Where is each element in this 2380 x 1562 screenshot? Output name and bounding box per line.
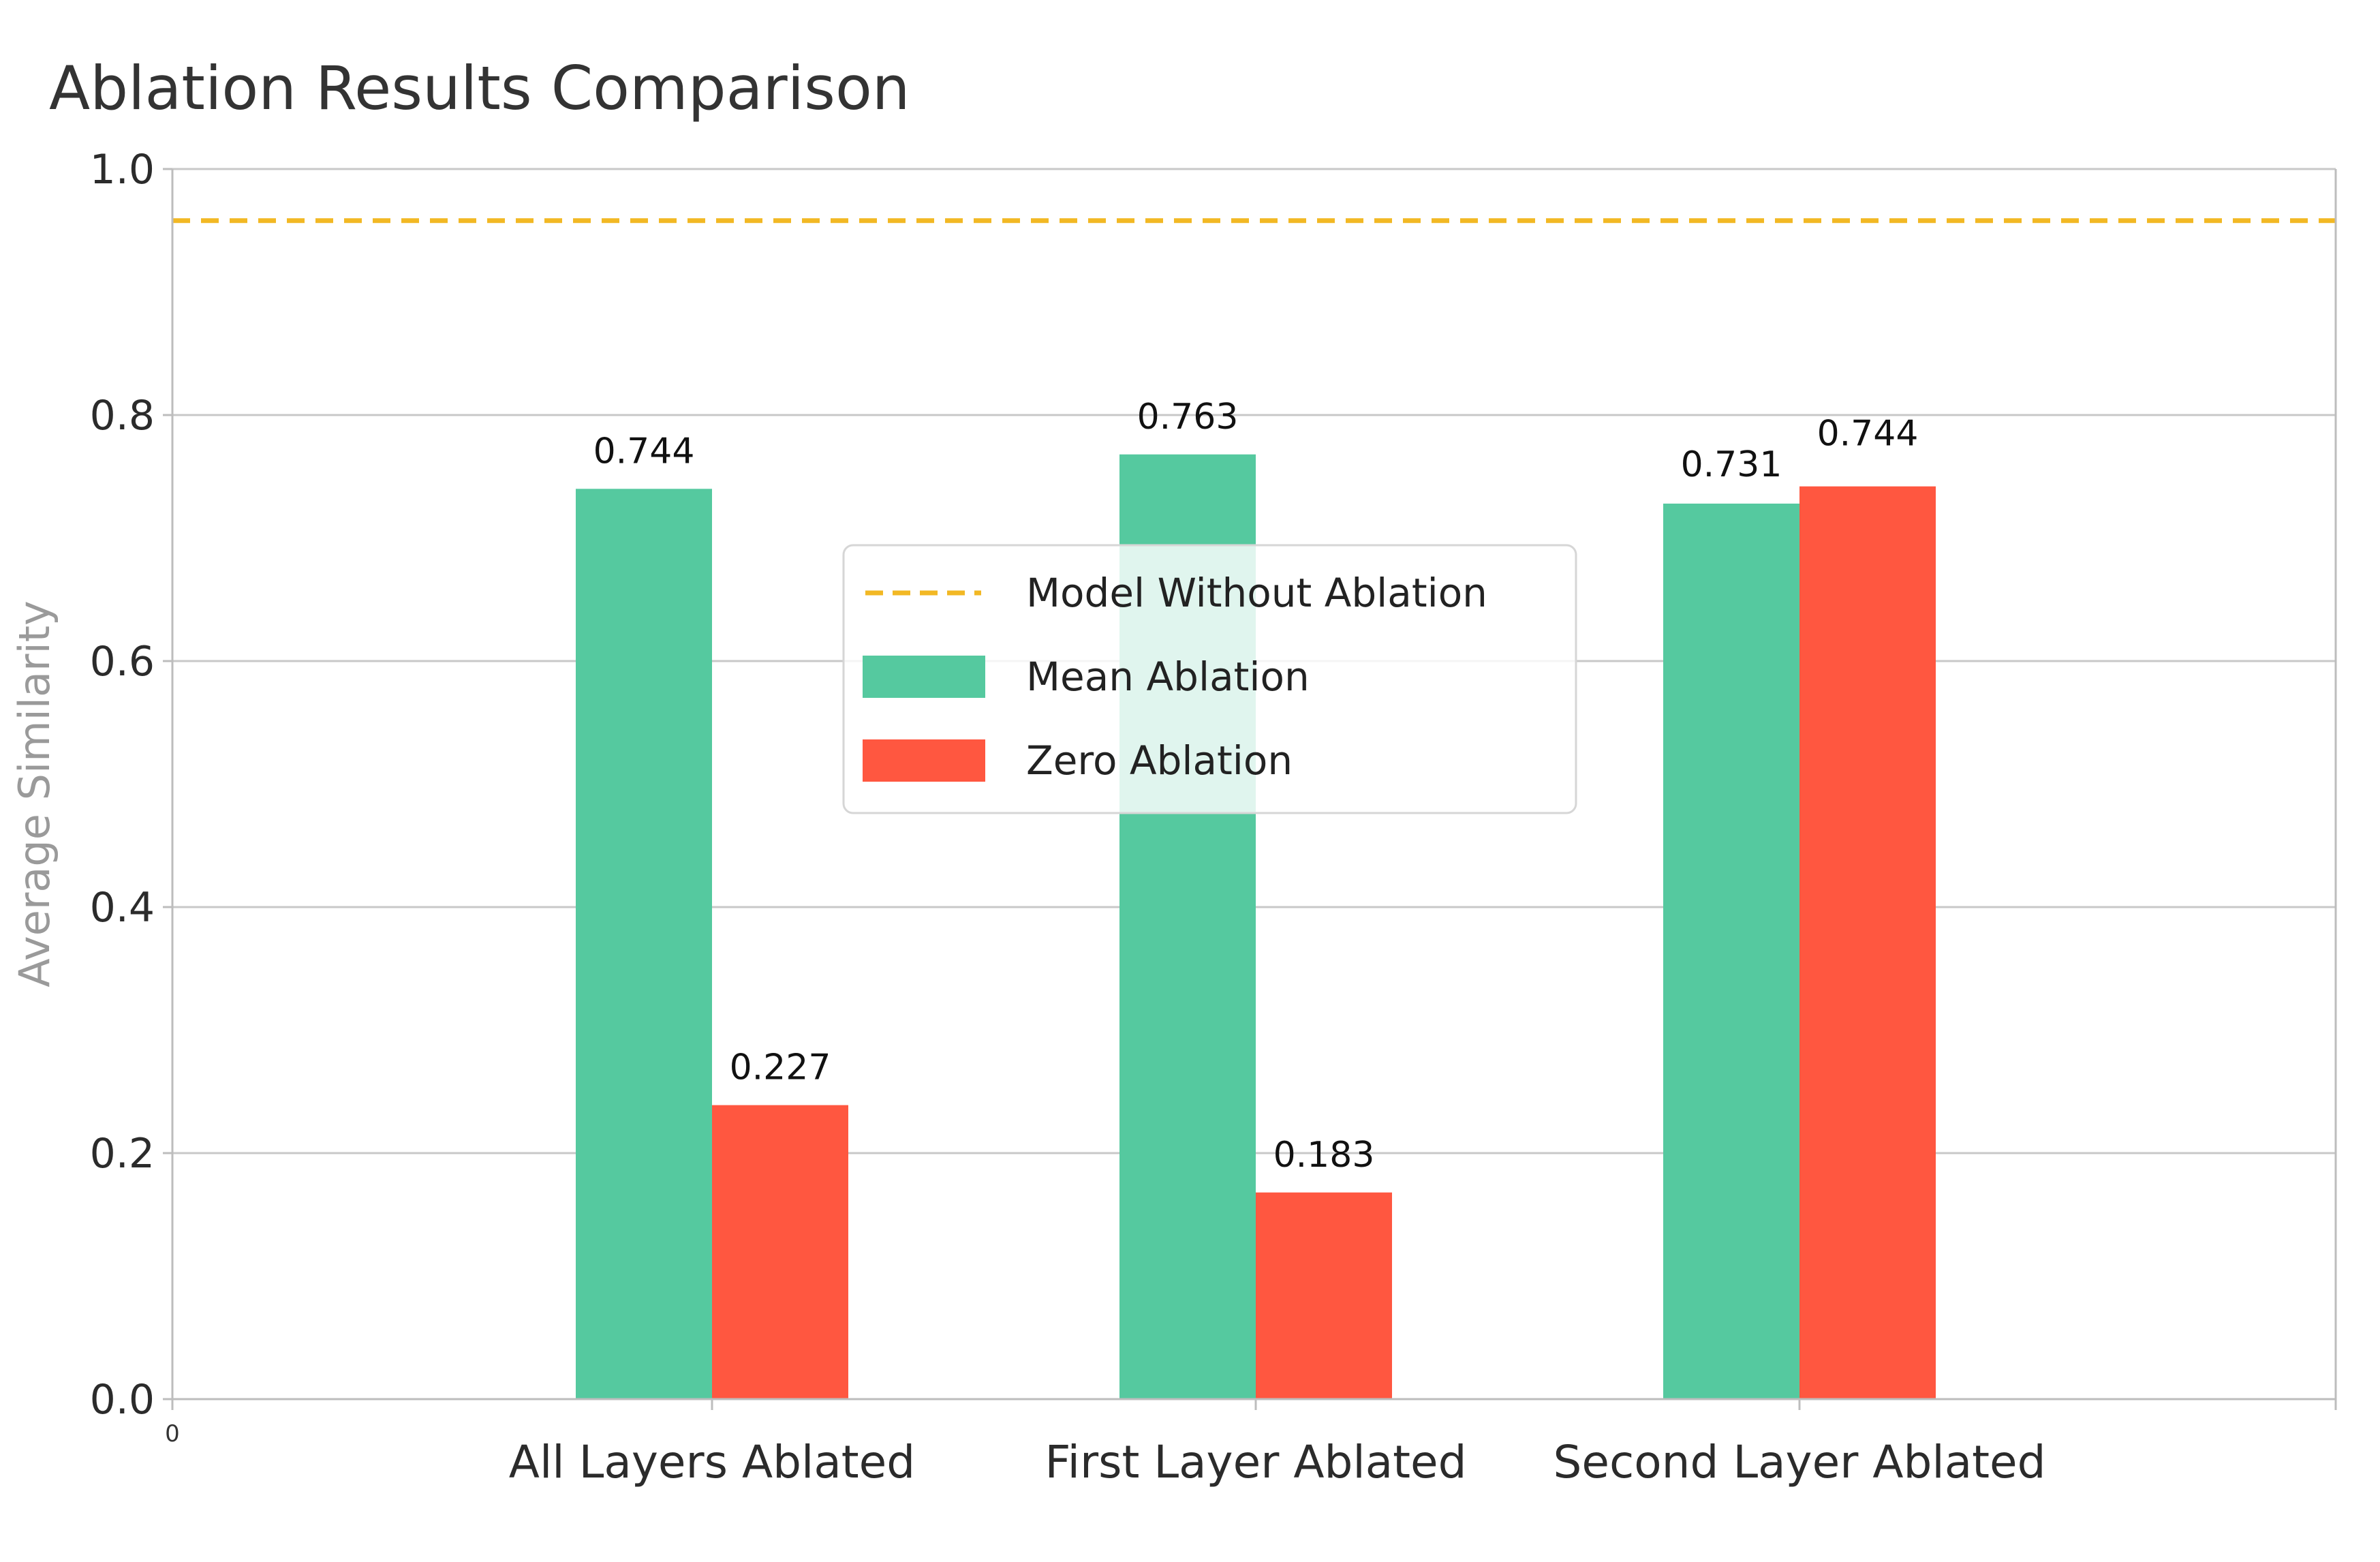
x-tick-label: All Layers Ablated [509, 1436, 915, 1488]
data-label-zero: 0.744 [1817, 414, 1919, 455]
y-tick-label: 0.4 [90, 884, 155, 932]
data-label-mean: 0.731 [1681, 444, 1782, 485]
data-label-zero: 0.227 [730, 1047, 831, 1088]
legend-label-reference: Model Without Ablation [1026, 570, 1487, 616]
legend-label-mean: Mean Ablation [1026, 654, 1310, 700]
bars-layer [172, 218, 2336, 1400]
x-tick-label: Second Layer Ablated [1553, 1436, 2045, 1488]
x-extra-label: 0 [165, 1420, 180, 1448]
legend-label-zero: Zero Ablation [1026, 737, 1293, 784]
data-label-zero: 0.183 [1273, 1135, 1375, 1176]
data-label-mean: 0.744 [593, 431, 695, 472]
x-tick-label: First Layer Ablated [1045, 1436, 1466, 1488]
legend: Model Without Ablation Mean Ablation Zero … [842, 544, 1577, 814]
y-tick-label: 0.0 [90, 1376, 155, 1424]
legend-box [842, 544, 1577, 814]
y-tick-label: 1.0 [90, 146, 155, 194]
legend-swatch-mean [863, 656, 985, 698]
bar-mean-ablation [1663, 503, 1799, 1400]
bar-mean-ablation [576, 489, 712, 1399]
y-axis-label: Average Similarity [10, 600, 59, 987]
bar-zero-ablation [1256, 1192, 1392, 1399]
bar-zero-ablation [1799, 486, 1936, 1400]
y-tick-label: 0.8 [90, 392, 155, 440]
y-tick-label: 0.6 [90, 638, 155, 686]
axis-layer: 0.0 0.2 0.4 0.6 0.8 1.0 All Layers Ablated Firs… [90, 146, 2337, 1488]
bar-zero-ablation [712, 1105, 848, 1399]
labels-layer: 0.744 0.227 0.763 0.183 0.731 0.744 [593, 397, 1919, 1176]
y-tick-label: 0.2 [90, 1130, 155, 1178]
data-label-mean: 0.763 [1137, 397, 1239, 438]
legend-swatch-zero [863, 739, 985, 782]
chart-title: Ablation Results Comparison [49, 53, 910, 123]
